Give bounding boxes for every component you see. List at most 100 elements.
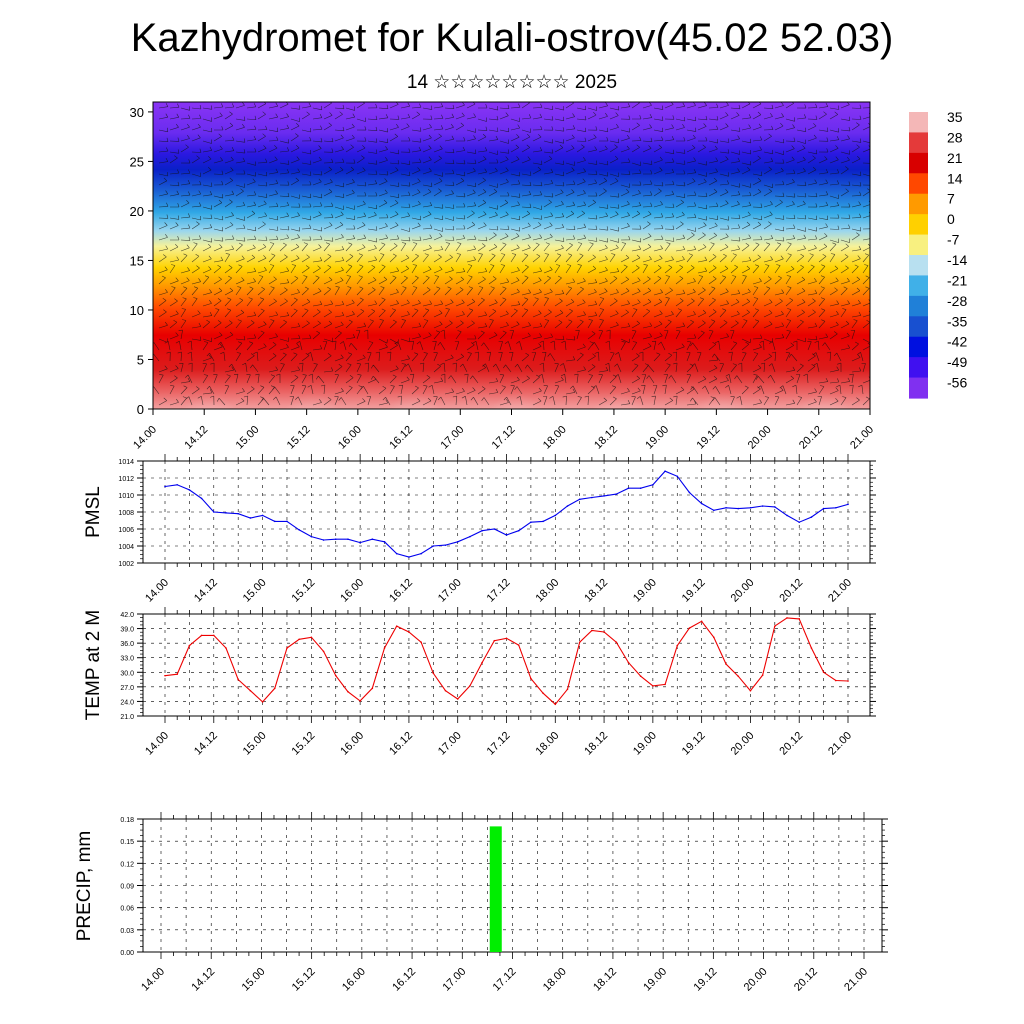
colorbar-swatch <box>909 275 928 297</box>
data-point <box>469 535 471 538</box>
pmsl-panel: 1002 1004 1006 1008 1010 1012 1014 14.00 14.12 15… <box>83 454 876 605</box>
data-point <box>371 538 374 540</box>
data-point <box>408 556 410 558</box>
data-point <box>688 627 691 629</box>
x-tick-label: 20.12 <box>777 730 805 758</box>
data-point <box>212 511 215 513</box>
data-point <box>578 641 581 643</box>
x-tick-label: 18.12 <box>591 966 619 994</box>
x-tick-label: 20.00 <box>746 424 774 452</box>
data-point <box>334 674 337 677</box>
x-tick-label: 19.12 <box>695 424 723 452</box>
data-point <box>237 678 239 681</box>
data-point <box>444 689 447 692</box>
colorbar-swatch <box>909 377 928 399</box>
wind-barbs <box>153 102 870 406</box>
colorbar-label: -42 <box>947 334 967 350</box>
colorbar-swatch <box>909 173 928 195</box>
data-point <box>725 663 727 665</box>
data-point <box>322 539 325 541</box>
x-tick-label: 15.00 <box>234 424 262 452</box>
data-point <box>347 690 349 693</box>
x-tick-label: 21.00 <box>826 577 854 605</box>
y-tick-label: 0.03 <box>120 928 134 935</box>
y-tick-label: 0.18 <box>120 817 134 824</box>
x-tick-label: 15.12 <box>290 577 318 605</box>
x-tick-label: 16.00 <box>338 577 366 605</box>
data-point <box>530 521 532 523</box>
x-tick-label: 19.00 <box>631 577 659 605</box>
x-tick-label: 17.12 <box>490 424 518 452</box>
x-tick-label: 18.12 <box>592 424 620 452</box>
data-point <box>737 507 740 510</box>
y-tick-label: 21.0 <box>120 714 134 721</box>
x-tick-label: 19.00 <box>641 966 669 994</box>
colorbar-swatch <box>909 295 928 317</box>
colorbar-label: -35 <box>947 313 967 329</box>
x-tick-label: 14.00 <box>143 730 171 758</box>
x-tick-label: 16.12 <box>387 577 415 605</box>
x-tick-label: 19.12 <box>692 966 720 994</box>
x-tick-label: 18.00 <box>533 730 561 758</box>
data-point <box>286 520 288 523</box>
x-tick-label: 14.00 <box>143 577 171 605</box>
y-tick-label: 1008 <box>118 510 134 517</box>
x-tick-label: 15.00 <box>241 577 269 605</box>
colorbar-swatch <box>909 255 928 277</box>
data-point <box>334 538 337 540</box>
data-point <box>713 509 715 512</box>
data-point <box>652 685 654 687</box>
x-tick-label: 19.00 <box>631 730 659 758</box>
data-point <box>310 636 313 639</box>
colorbar-swatch <box>909 112 928 134</box>
y-tick-label: 15 <box>130 253 144 268</box>
y-tick-label: 1010 <box>118 493 134 500</box>
temperature-panel: 21.0 24.0 27.0 30.0 33.0 36.0 39.0 42.0 14.00 14.… <box>83 607 876 758</box>
warm-plume <box>167 329 252 409</box>
data-point <box>273 687 276 690</box>
x-tick-label: 16.00 <box>336 424 364 452</box>
x-tick-label: 17.12 <box>491 966 519 994</box>
x-tick-label: 18.12 <box>582 577 610 605</box>
data-point <box>383 647 386 649</box>
data-point <box>566 688 569 691</box>
data-point <box>688 491 691 494</box>
data-point <box>749 506 752 509</box>
data-point <box>700 502 703 505</box>
x-tick-label: 20.12 <box>777 577 805 605</box>
data-point <box>237 512 239 515</box>
x-tick-label: 20.00 <box>729 730 757 758</box>
x-tick-label: 15.12 <box>290 966 318 994</box>
y-tick-label: 0.00 <box>120 950 134 957</box>
y-tick-label: 0 <box>137 402 144 417</box>
precipitation-panel: 0.00 0.03 0.06 0.09 0.12 0.15 0.18 14.00 14.12 15… <box>74 812 888 994</box>
data-point <box>639 487 642 490</box>
y-tick-label: 1012 <box>118 476 134 483</box>
data-point <box>493 639 496 642</box>
data-point <box>761 674 764 676</box>
data-point <box>542 692 544 694</box>
data-point <box>615 493 618 495</box>
x-tick-label: 16.00 <box>338 730 366 758</box>
data-point <box>566 505 569 507</box>
data-point <box>615 641 618 643</box>
data-point <box>444 544 447 546</box>
colorbar-swatch <box>909 152 928 174</box>
data-point <box>774 625 776 627</box>
data-point <box>505 534 508 536</box>
data-point <box>664 683 666 686</box>
data-point <box>603 631 605 633</box>
x-tick-label: 20.12 <box>792 966 820 994</box>
data-point <box>469 685 471 687</box>
x-tick-label: 21.00 <box>842 966 870 994</box>
colorbar-label: 0 <box>947 211 955 227</box>
data-point <box>810 647 813 649</box>
data-point <box>249 517 252 519</box>
data-point <box>786 617 788 619</box>
y-axis-label: TEMP at 2 M <box>83 610 104 721</box>
data-point <box>627 487 630 490</box>
y-tick-label: 20 <box>130 204 144 219</box>
y-tick-label: 39.0 <box>120 627 134 634</box>
colorbar-swatch <box>909 357 928 379</box>
x-tick-label: 17.00 <box>440 966 468 994</box>
